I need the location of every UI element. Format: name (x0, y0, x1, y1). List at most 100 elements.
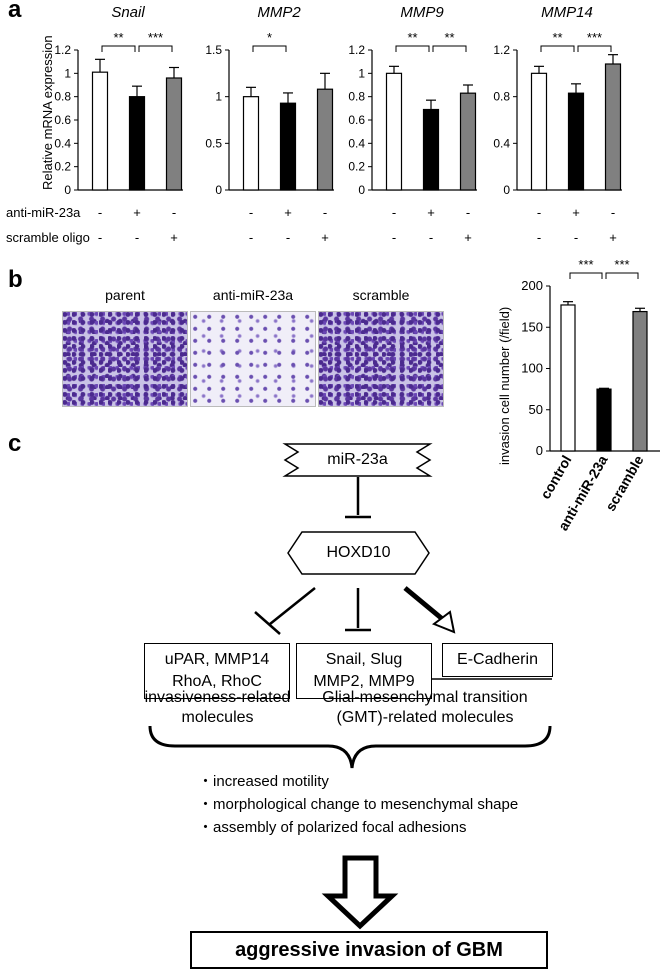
sig-label-mmp9: ** (407, 30, 417, 45)
panel-a-letter: a (8, 0, 22, 23)
sig-label-mmp9: ** (444, 30, 454, 45)
box-gmt-molecules: Snail, Slug MMP2, MMP9 (296, 643, 432, 699)
scramble-sign-mmp14: - (537, 230, 541, 245)
panel-b-chart: 200 150 100 50 0 control anti-miR-23a scramble *… (521, 257, 660, 533)
anti-mir-sign-mmp2: + (284, 205, 292, 220)
y-tick-label-snail: 1.2 (54, 43, 71, 57)
bullet-2: ・morphological change to mesenchymal sha… (198, 796, 519, 813)
image-label-parent: parent (105, 287, 145, 303)
scramble-sign-snail: + (170, 230, 178, 245)
anti-mir-sign-mmp14: - (611, 205, 615, 220)
y-tick-label-snail: 0.2 (54, 160, 71, 174)
y-tick-label-mmp14: 0.4 (493, 136, 510, 150)
mirna-label: miR-23a (327, 451, 388, 468)
y-tick-label-mmp2: 1.5 (205, 43, 222, 57)
anti-mir-sign-mmp9: - (392, 205, 396, 220)
y-tick-label-invasion: 50 (529, 402, 543, 417)
bar-mmp14-1 (567, 92, 585, 191)
bar-mmp14-0 (530, 72, 548, 191)
bar-mmp2-1 (279, 102, 297, 191)
box2-line2: MMP2, MMP9 (313, 673, 415, 690)
outcome-box: aggressive invasion of GBM (190, 931, 548, 969)
box-ecadherin: E-Cadherin (442, 643, 553, 677)
hoxd-shape (287, 531, 430, 575)
y-tick-label-mmp9: 1 (358, 66, 365, 80)
y-tick-label-snail: 0.4 (54, 136, 71, 150)
activate-arrowhead (431, 610, 456, 634)
scramble-sign-mmp9: - (392, 230, 396, 245)
bullet-3: ・assembly of polarized focal adhesions (198, 819, 467, 836)
group1-line2: molecules (181, 709, 254, 726)
bar-invasion-1 (596, 388, 612, 452)
sig-bracket-invasion (569, 272, 603, 279)
panel-c-letter: c (8, 430, 22, 457)
sig-label-invasion: *** (578, 257, 593, 272)
y-tick-label-snail: 0 (64, 183, 71, 197)
group2-label: Glial-mesenchymal transition (GMT)-relat… (300, 688, 550, 728)
bar-invasion-2 (632, 310, 648, 452)
box1-line2: RhoA, RhoC (172, 673, 262, 690)
mirna-shape (282, 443, 433, 477)
bar-mmp9-0 (385, 72, 403, 191)
sig-bracket-snail (138, 45, 173, 52)
scramble-sign-mmp2: + (321, 230, 329, 245)
anti-mir-sign-mmp14: - (537, 205, 541, 220)
y-tick-label-invasion: 200 (521, 278, 543, 293)
anti-mir-sign-mmp14: + (572, 205, 580, 220)
scramble-sign-mmp14: - (574, 230, 578, 245)
y-tick-label-mmp2: 0 (215, 183, 222, 197)
scramble-sign-mmp2: - (249, 230, 253, 245)
bar-mmp14-2 (604, 63, 622, 191)
outcome-arrow (321, 855, 399, 930)
anti-mir-sign-mmp9: + (427, 205, 435, 220)
scramble-sign-mmp2: - (286, 230, 290, 245)
sig-label-mmp14: ** (552, 30, 562, 45)
sig-label-mmp14: *** (587, 30, 602, 45)
sig-label-invasion: *** (614, 257, 629, 272)
box-invasiveness-molecules: uPAR, MMP14 RhoA, RhoC (144, 643, 290, 699)
y-tick-label-mmp9: 1.2 (348, 43, 365, 57)
chart-title-snail: Snail (111, 4, 145, 21)
sig-bracket-mmp14 (577, 45, 612, 52)
image-label-anti-mir: anti-miR-23a (212, 287, 294, 303)
chart-title-mmp9: MMP9 (400, 4, 444, 21)
bar-mmp2-0 (242, 96, 260, 191)
hoxd-label: HOXD10 (326, 544, 391, 561)
row-label-anti-mir: anti-miR-23a (6, 205, 81, 220)
sig-bracket-snail (101, 45, 136, 52)
y-tick-label-mmp14: 1.2 (493, 43, 510, 57)
scramble-sign-mmp14: + (609, 230, 617, 245)
bullet-1-text: increased motility (213, 773, 329, 790)
y-tick-label-mmp2: 0.5 (205, 136, 222, 150)
bar-mmp9-2 (459, 92, 477, 191)
y-tick-label-mmp9: 0.8 (348, 90, 365, 104)
anti-mir-sign-mmp2: - (249, 205, 253, 220)
anti-mir-sign-snail: - (98, 205, 102, 220)
anti-mir-sign-snail: + (133, 205, 141, 220)
inhibit-line-left (269, 587, 316, 625)
sig-bracket-mmp14 (540, 45, 575, 52)
scramble-sign-mmp9: + (464, 230, 472, 245)
y-tick-label-snail: 0.6 (54, 113, 71, 127)
scramble-sign-snail: - (135, 230, 139, 245)
group2-line1: Glial-mesenchymal transition (322, 689, 528, 706)
y-tick-label-snail: 1 (64, 66, 71, 80)
curly-brace (148, 725, 552, 769)
group1-line1: invasiveness-related (144, 689, 291, 706)
y-tick-label-mmp14: 0.8 (493, 90, 510, 104)
anti-mir-sign-mmp2: - (323, 205, 327, 220)
chart-title-mmp2: MMP2 (257, 4, 301, 21)
panel-a-charts: Snail 1.2 1 0.8 0.6 0.4 0.2 0- - + - - + ** *** MMP2 1.5… (0, 0, 660, 250)
image-label-scramble: scramble (352, 287, 410, 303)
micrograph-scramble (318, 311, 444, 407)
sig-bracket-mmp9 (432, 45, 467, 52)
bar-mmp9-1 (422, 108, 440, 191)
box1-line1: uPAR, MMP14 (164, 651, 270, 668)
y-tick-label-invasion: 150 (521, 319, 543, 334)
y-tick-label-mmp9: 0 (358, 183, 365, 197)
y-tick-label-mmp9: 0.2 (348, 160, 365, 174)
scramble-sign-mmp9: - (429, 230, 433, 245)
sig-label-snail: ** (113, 30, 123, 45)
anti-mir-sign-mmp9: - (466, 205, 470, 220)
